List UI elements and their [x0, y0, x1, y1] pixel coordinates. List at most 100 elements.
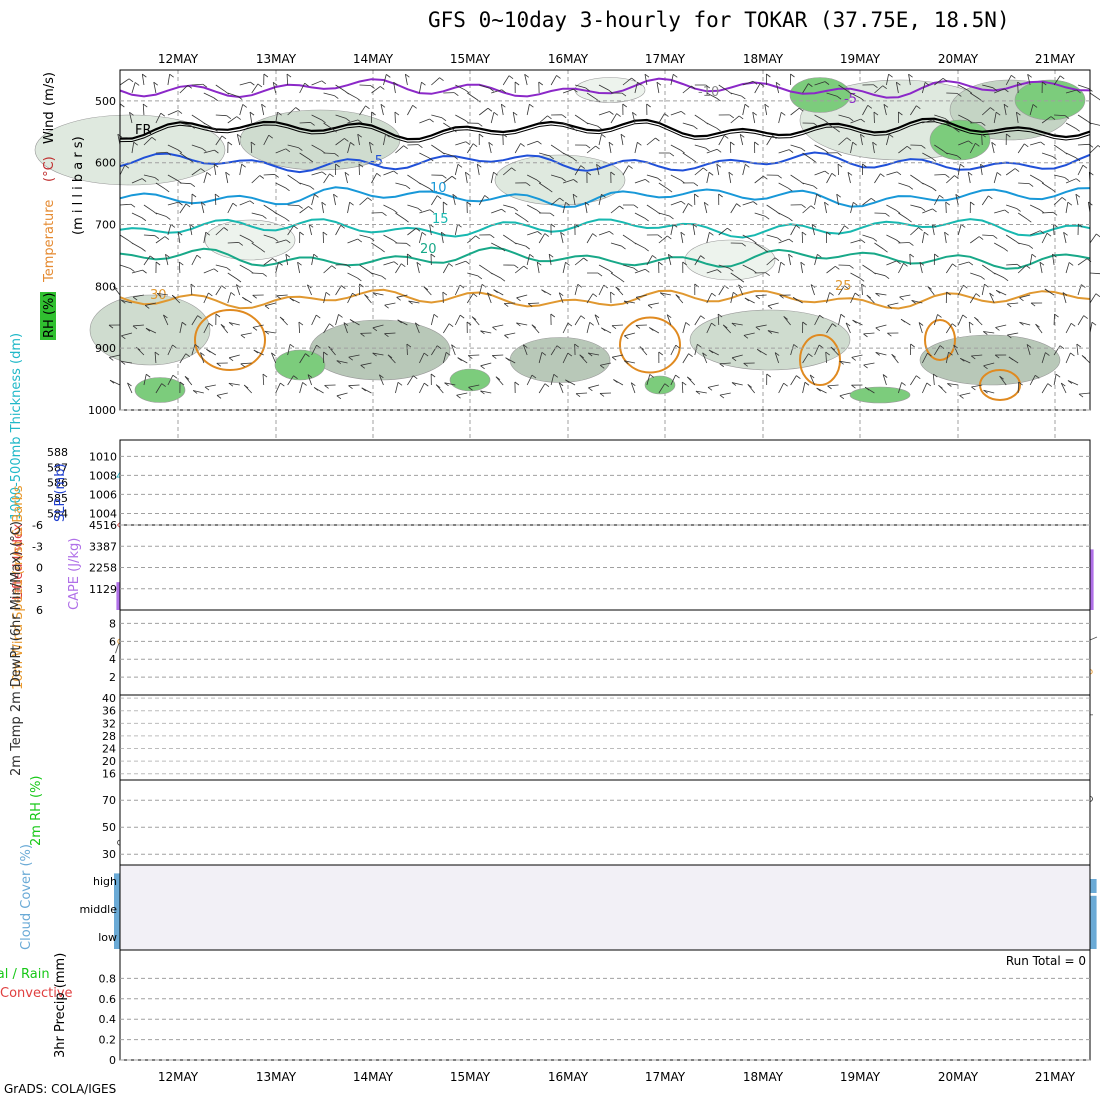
rh-tick-label: 70 [102, 794, 116, 807]
wind-barb [263, 258, 273, 266]
wind-barb [435, 384, 441, 388]
wind-barb [752, 80, 758, 85]
wind-barb [466, 201, 472, 206]
wind-barb [203, 172, 208, 184]
isotherm-line [799, 334, 841, 386]
wind-barb [121, 299, 126, 304]
wind-barb [945, 352, 949, 364]
contour-label: 20 [420, 242, 437, 257]
wind-barb [504, 302, 516, 304]
wind-barb [565, 261, 570, 266]
wind-barb [241, 163, 246, 168]
wind-barb [622, 165, 629, 176]
wind-barb [1041, 383, 1049, 394]
wind-barb [1027, 73, 1032, 78]
wind-barb [335, 84, 345, 92]
wind-barb [691, 158, 697, 163]
rh-ylabel: 2m RH (%) [29, 775, 44, 846]
wind-barb [718, 135, 725, 146]
wind-barb [304, 82, 309, 87]
wind-barb [1035, 323, 1040, 328]
wind-barb [572, 193, 578, 198]
wind-barb [848, 117, 854, 122]
wind-barb [379, 374, 384, 379]
wind-tick-label: 4 [109, 653, 116, 666]
wind-barb [700, 255, 705, 259]
wind-barb [171, 294, 177, 299]
wind-barb [1055, 373, 1061, 378]
wind-barb [1028, 245, 1034, 249]
wind-barb [558, 292, 564, 304]
cloud-layer-label: high [93, 875, 117, 888]
wind-barb [142, 103, 148, 108]
wind-barb [203, 232, 207, 244]
wind-barb [1039, 209, 1045, 214]
wind-barb [875, 293, 880, 297]
wind-barb [810, 205, 816, 210]
wind-barb [682, 122, 694, 127]
wind-barb [187, 85, 193, 89]
wind-barb [372, 352, 377, 357]
wind-barb [525, 182, 531, 187]
wind-barb [729, 267, 734, 272]
wind-barb [523, 265, 528, 270]
wind-barb [383, 134, 386, 146]
li-tick-label: 6 [36, 604, 43, 617]
isotherm-line [119, 151, 1091, 174]
wind-barb [537, 231, 542, 235]
wind-barb [752, 201, 758, 205]
wind-barb [700, 315, 705, 320]
wind-barb [227, 203, 234, 214]
wind-barb [891, 354, 899, 364]
wind-barb [670, 174, 681, 181]
wind-barb [285, 254, 289, 266]
wind-barb [1081, 284, 1086, 288]
wind-barb [336, 360, 348, 364]
wind-barb [634, 242, 645, 249]
wind-barb [675, 294, 684, 304]
wind-barb [348, 354, 360, 358]
wind-barb [742, 234, 753, 241]
wind-barb [667, 254, 672, 266]
wind-barb [1017, 143, 1025, 154]
wind-barb [251, 83, 259, 94]
wind-barb [908, 73, 913, 78]
isotherm-line [119, 246, 1091, 270]
wind-barb [586, 145, 596, 154]
wind-barb [264, 330, 276, 334]
wind-barb [664, 113, 669, 117]
wind-barb [250, 141, 253, 154]
wind-barb [1068, 262, 1074, 266]
wind-barb [682, 85, 692, 94]
wind-barb [810, 284, 815, 296]
wind-barb [263, 204, 274, 212]
wind-barb [340, 224, 346, 229]
wind-barb [863, 364, 868, 369]
wind-barb [754, 212, 766, 217]
wind-barb [1035, 374, 1040, 379]
wind-barb [680, 200, 686, 205]
wind-barb [249, 239, 254, 244]
pressure-units-label: (m i l l i b a r s) [71, 136, 86, 235]
wind-barb [731, 382, 737, 386]
wind-barb [471, 316, 477, 320]
wind-barb [1011, 74, 1016, 79]
wind-barb [909, 253, 911, 266]
wind-barb [372, 352, 384, 356]
wind-barb [790, 73, 795, 78]
wind-barb [850, 292, 856, 304]
wind-barb [514, 265, 524, 274]
wind-barb [261, 104, 265, 116]
wind-barb [383, 204, 394, 211]
wind-barb [562, 202, 566, 214]
wind-barb [361, 387, 366, 392]
wind-barb [225, 172, 229, 184]
wind-barb [448, 323, 454, 327]
wind-barb [932, 374, 935, 386]
wind-barb [993, 172, 998, 184]
wind-barb [1059, 345, 1065, 350]
wind-barb [489, 87, 495, 92]
wind-barb [666, 314, 672, 318]
wind-barb [646, 174, 658, 179]
wind-barb [275, 262, 279, 274]
